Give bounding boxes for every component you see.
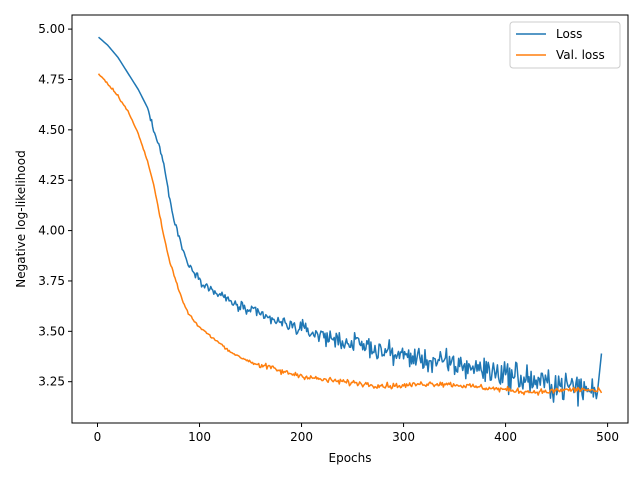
y-axis-ticks: 3.25 3.50 3.75 4.00 4.25 4.50 4.75 5.00 (38, 22, 72, 389)
x-tick-label: 300 (392, 430, 415, 444)
x-tick-label: 500 (596, 430, 619, 444)
y-tick-label: 4.00 (38, 224, 65, 238)
legend-label-val-loss: Val. loss (556, 48, 605, 62)
series-line-val-loss (97, 73, 603, 396)
plot-area (71, 14, 629, 424)
y-tick-label: 4.75 (38, 72, 65, 86)
y-tick-label: 3.25 (38, 375, 65, 389)
y-tick-label: 4.25 (38, 173, 65, 187)
x-axis-label: Epochs (329, 451, 372, 465)
x-tick-label: 400 (494, 430, 517, 444)
y-tick-label: 4.50 (38, 123, 65, 137)
x-tick-label: 0 (94, 430, 102, 444)
x-tick-label: 200 (290, 430, 313, 444)
x-tick-label: 100 (188, 430, 211, 444)
y-tick-label: 3.50 (38, 324, 65, 338)
x-axis-ticks: 0 100 200 300 400 500 (94, 423, 619, 444)
legend: Loss Val. loss (509, 21, 621, 69)
y-tick-label: 5.00 (38, 22, 65, 36)
series-line-loss (98, 36, 603, 407)
series-lines (97, 36, 603, 407)
y-axis-label: Negative log-likelihood (14, 150, 28, 287)
legend-label-loss: Loss (556, 27, 582, 41)
y-tick-label: 3.75 (38, 274, 65, 288)
axes-frame (71, 14, 629, 424)
